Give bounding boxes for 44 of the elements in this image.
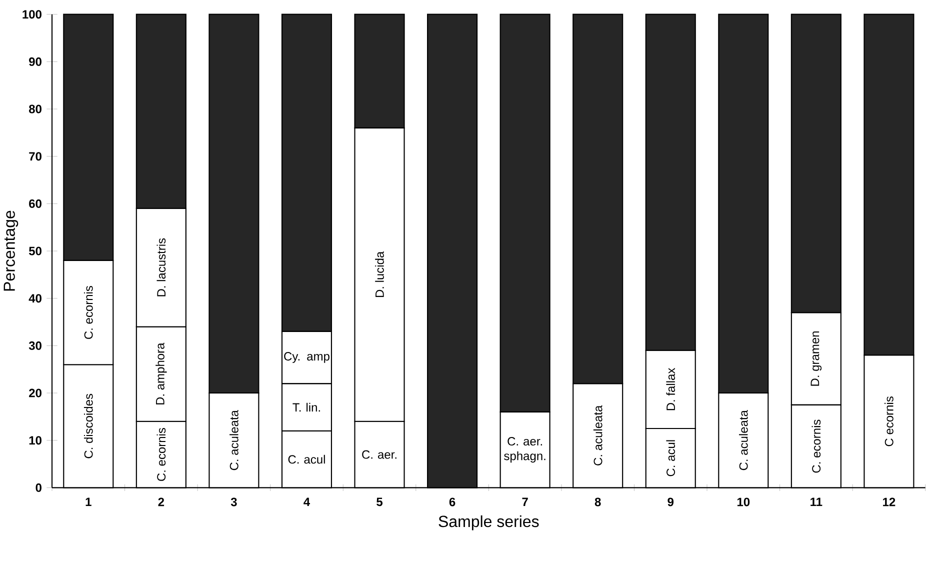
data-label: C ecornis [884, 396, 894, 446]
x-tick-label: 8 [594, 498, 601, 506]
data-label: C. aer. sphagn. [504, 437, 546, 463]
y-tick-label: 10 [29, 436, 42, 445]
data-label: C. ecornis [84, 286, 93, 339]
x-tick-label: 7 [522, 498, 528, 506]
y-tick-label: 60 [29, 199, 42, 208]
data-label: Cy. amp [284, 352, 330, 363]
data-label: C. ecornis [156, 428, 166, 481]
y-tick-label: 90 [29, 57, 42, 66]
data-label: D. gramen [810, 331, 822, 386]
y-tick-label: 80 [28, 104, 42, 114]
x-tick-label: 2 [158, 498, 164, 506]
data-label: C. aculeata [593, 405, 602, 466]
data-label: D. amphora [156, 342, 167, 404]
data-label: C. aculeata [738, 410, 748, 470]
y-tick-label: 0 [36, 483, 42, 492]
x-tick-label: 3 [230, 498, 237, 506]
y-tick-label: 40 [28, 294, 42, 303]
x-axis-title: Sample series [438, 515, 539, 530]
y-tick-label: 30 [28, 341, 42, 350]
data-label: C. acul [666, 440, 676, 476]
data-label: C. acul [288, 454, 325, 464]
data-label: D. fallax [666, 368, 676, 410]
data-label: C. aculeata [230, 410, 238, 470]
y-tick-label: 50 [28, 246, 42, 256]
data-label: C. discoides [84, 394, 93, 458]
x-tick-label: 12 [883, 498, 896, 506]
x-tick-label: 5 [376, 498, 383, 506]
data-label: T. lin. [292, 402, 320, 412]
x-tick-label: 4 [304, 498, 310, 506]
x-tick-label: 1 [86, 498, 92, 506]
y-tick-label: 20 [29, 388, 42, 398]
x-tick-label: 6 [449, 498, 456, 506]
x-tick-label: 9 [668, 498, 674, 506]
x-tick-label: 10 [737, 498, 750, 506]
data-label: D. lucida [375, 251, 384, 298]
data-label: C. aer. [362, 450, 396, 459]
y-tick-label: 100 [22, 10, 42, 19]
data-label: C. ecornis [812, 420, 821, 473]
y-tick-label: 70 [29, 152, 42, 161]
y-axis-title: Percentage [4, 210, 18, 291]
x-tick-label: 11 [810, 498, 822, 506]
data-label: D. lacustris [156, 238, 166, 296]
